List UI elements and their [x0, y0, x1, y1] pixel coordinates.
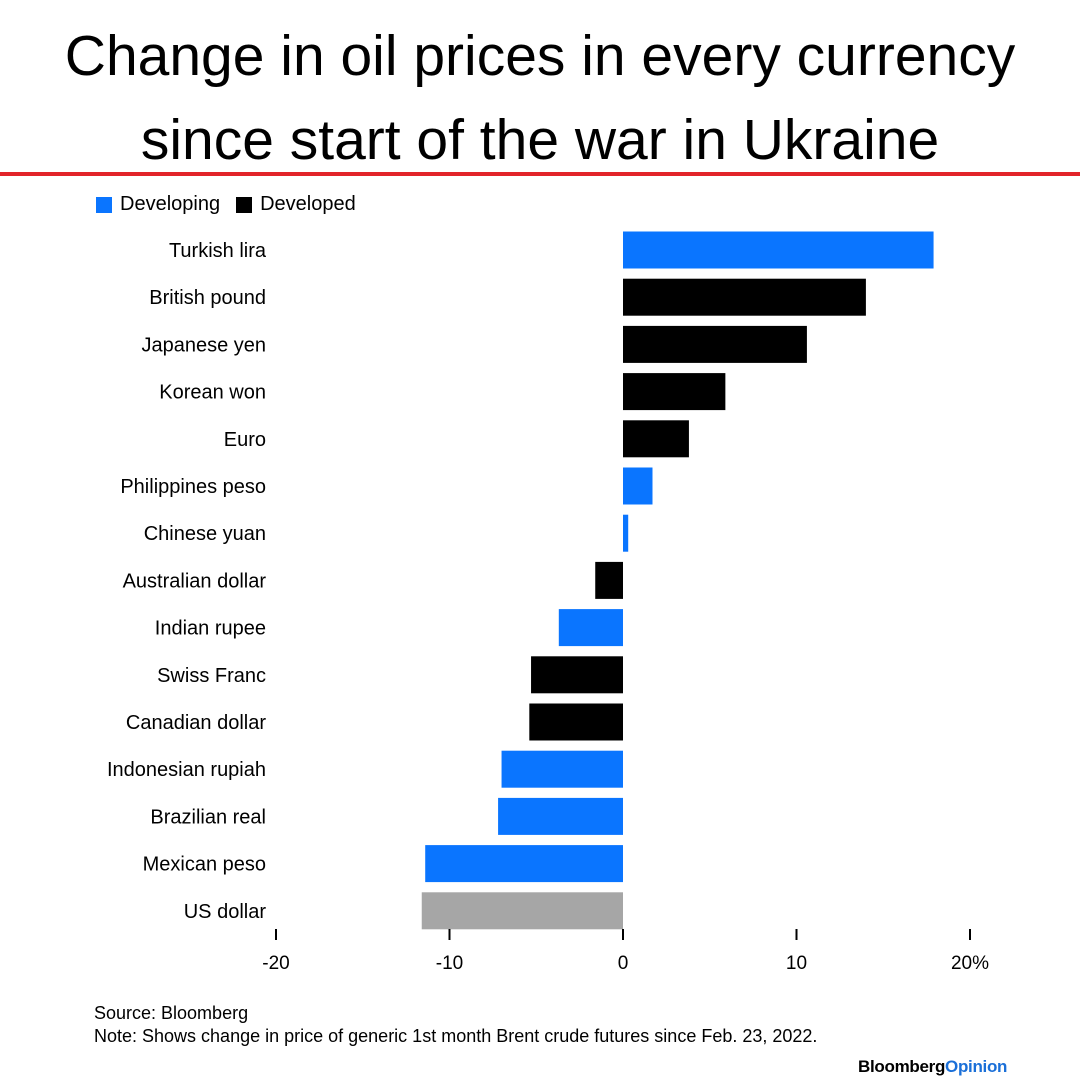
bar-indian-rupee [558, 609, 623, 647]
source-text: Source: Bloomberg [94, 1003, 249, 1023]
bar-brazilian-real [498, 797, 623, 835]
category-label: Mexican peso [143, 854, 266, 876]
bar-japanese-yen [623, 325, 807, 363]
bar-australian-dollar [595, 561, 623, 599]
category-label: Euro [224, 429, 266, 451]
category-label: US dollar [184, 901, 267, 923]
bar-mexican-peso [425, 845, 623, 883]
category-label: Brazilian real [150, 806, 266, 828]
legend-item-developing: Developing [96, 193, 220, 216]
category-label: Chinese yuan [144, 523, 266, 545]
bar-euro [623, 420, 689, 458]
brand-logo-part1: Bloomberg [858, 1057, 946, 1076]
legend-swatch-developed [236, 196, 253, 213]
title-line-2: since start of the war in Ukraine [140, 108, 940, 172]
bar-indonesian-rupiah [501, 750, 623, 788]
chart-footer: Source: Bloomberg Note: Shows change in … [94, 1002, 834, 1048]
bar-chinese-yuan [623, 514, 629, 552]
chart-title: Change in oil prices in every currency s… [0, 14, 1080, 182]
x-tick-label: 20% [951, 953, 989, 974]
category-label: Canadian dollar [126, 712, 266, 734]
bar-chart: Turkish lira British pound Japanese yen Kor… [107, 231, 989, 974]
category-label: Korean won [159, 382, 266, 404]
brand-logo: BloombergOpinion [858, 1057, 1007, 1077]
title-line-1: Change in oil prices in every currency [64, 24, 1016, 88]
category-label: Indonesian rupiah [107, 759, 266, 781]
legend-label-developing: Developing [120, 193, 221, 215]
x-tick-label: -10 [436, 953, 463, 974]
legend-item-developed: Developed [236, 193, 356, 216]
x-tick-label: -20 [262, 953, 289, 974]
category-label: British pound [149, 287, 266, 309]
category-label: Australian dollar [123, 570, 267, 592]
bar-canadian-dollar [529, 703, 623, 741]
brand-logo-part2: Opinion [945, 1057, 1008, 1076]
bar-british-pound [623, 278, 866, 316]
x-tick-label: 10 [786, 953, 807, 974]
x-tick-label: 0 [618, 953, 629, 974]
bar-swiss-franc [531, 656, 623, 694]
legend-swatch-developing [96, 196, 112, 213]
bar-turkish-lira [623, 231, 934, 269]
title-divider [0, 172, 1080, 176]
note-text: Note: Shows change in price of generic 1… [94, 1026, 818, 1046]
category-label: Japanese yen [141, 334, 266, 356]
category-label: Swiss Franc [157, 665, 266, 687]
category-label: Indian rupee [155, 618, 266, 640]
bar-korean-won [623, 373, 726, 411]
bar-us-dollar [421, 892, 623, 930]
category-label: Turkish lira [169, 240, 267, 262]
bar-philippines-peso [623, 467, 653, 505]
category-label: Philippines peso [120, 476, 266, 498]
legend: Developing Developed [96, 193, 372, 216]
legend-label-developed: Developed [260, 193, 356, 215]
